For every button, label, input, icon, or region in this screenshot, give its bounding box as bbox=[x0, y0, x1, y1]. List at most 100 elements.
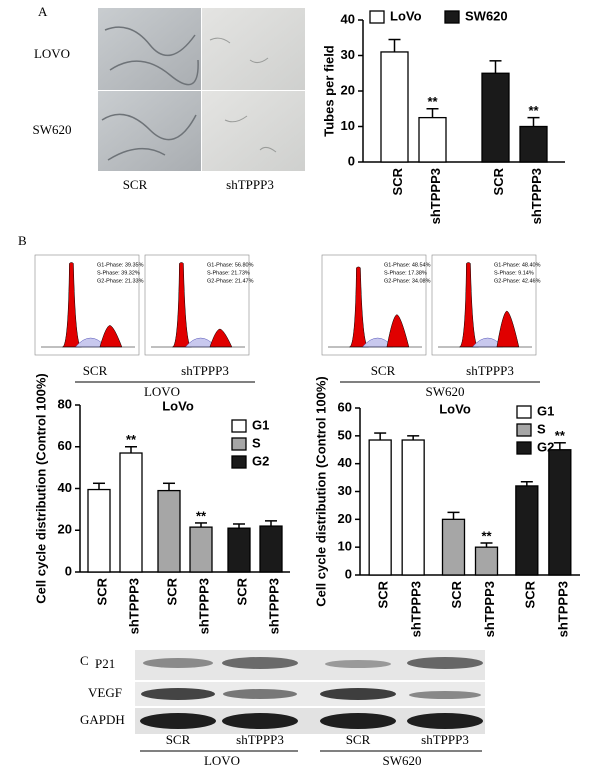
bar bbox=[474, 546, 499, 576]
x-tick-label: shTPPP3 bbox=[196, 578, 211, 634]
x-tick-label: SCR bbox=[449, 580, 464, 608]
row-label: SW620 bbox=[33, 122, 72, 137]
bar bbox=[401, 439, 425, 576]
bar bbox=[380, 51, 409, 163]
bar bbox=[119, 452, 143, 573]
significance: ** bbox=[528, 103, 539, 118]
y-tick-label: 30 bbox=[341, 47, 355, 62]
legend-label: S bbox=[252, 435, 261, 450]
panel-label: A bbox=[38, 4, 48, 19]
g1-peak bbox=[172, 262, 192, 348]
y-tick-label: 20 bbox=[341, 82, 355, 97]
phase-text: G2-Phase: 21.33% bbox=[97, 278, 144, 284]
chart-title: LoVo bbox=[162, 398, 194, 413]
x-tick-label: shTPPP3 bbox=[428, 168, 443, 224]
y-tick-label: 60 bbox=[58, 438, 72, 453]
bar bbox=[481, 72, 510, 163]
y-tick-label: 60 bbox=[338, 399, 352, 414]
western-blot bbox=[135, 650, 485, 734]
legend-swatch bbox=[231, 455, 247, 469]
group-label: SW620 bbox=[426, 384, 465, 399]
legend-swatch bbox=[516, 423, 532, 437]
y-tick-label: 0 bbox=[348, 153, 355, 168]
legend-swatch bbox=[231, 419, 247, 433]
legend-swatch bbox=[444, 10, 460, 24]
x-tick-label: shTPPP3 bbox=[266, 578, 281, 634]
chart-title: LoVo bbox=[439, 401, 471, 416]
y-tick-label: 20 bbox=[58, 522, 72, 537]
y-tick-label: 80 bbox=[58, 396, 72, 411]
lane-label: SCR bbox=[346, 732, 371, 747]
microscopy-grid bbox=[98, 8, 305, 171]
x-tick-label: SCR bbox=[376, 580, 391, 608]
y-tick-label: 10 bbox=[341, 118, 355, 133]
blot-row-label: VEGF bbox=[88, 685, 122, 700]
histogram-frame bbox=[34, 254, 140, 356]
bar bbox=[418, 116, 447, 163]
cells bbox=[209, 37, 277, 153]
legend-label: S bbox=[537, 421, 546, 436]
phase-text: S-Phase: 39.32% bbox=[97, 270, 140, 276]
histogram-frame bbox=[144, 254, 250, 356]
significance: ** bbox=[555, 428, 566, 443]
bar bbox=[441, 518, 466, 576]
sample-label: SCR bbox=[371, 363, 396, 378]
bar bbox=[515, 485, 539, 576]
y-tick-label: 0 bbox=[65, 563, 72, 578]
lane-label: shTPPP3 bbox=[236, 732, 284, 747]
y-tick-label: 30 bbox=[338, 483, 352, 498]
column-label: shTPPP3 bbox=[226, 177, 274, 192]
phase-text: S-Phase: 9.14% bbox=[494, 270, 534, 276]
x-tick-label: shTPPP3 bbox=[555, 581, 570, 637]
sample-label: SCR bbox=[83, 363, 108, 378]
y-tick-label: 0 bbox=[345, 566, 352, 581]
x-tick-label: shTPPP3 bbox=[126, 578, 141, 634]
lane-label: SCR bbox=[166, 732, 191, 747]
phase-text: G2-Phase: 34.08% bbox=[384, 278, 431, 284]
x-tick-label: SCR bbox=[491, 167, 506, 195]
phase-text: S-Phase: 17.38% bbox=[384, 270, 427, 276]
phase-text: G1-Phase: 48.40% bbox=[494, 262, 541, 268]
significance: ** bbox=[427, 94, 438, 109]
g2-peak bbox=[99, 325, 123, 348]
tube-network bbox=[101, 26, 199, 161]
y-axis-label: Cell cycle distribution (Control 100%) bbox=[33, 373, 48, 603]
legend-label: G2 bbox=[252, 453, 269, 468]
sample-label: shTPPP3 bbox=[466, 363, 514, 378]
image bbox=[202, 8, 305, 90]
blot-row-label: GAPDH bbox=[80, 712, 125, 727]
g1-peak bbox=[459, 262, 479, 348]
column-label: SCR bbox=[123, 177, 148, 192]
significance: ** bbox=[481, 528, 492, 543]
y-tick-label: 20 bbox=[338, 511, 352, 526]
significance: ** bbox=[196, 508, 207, 523]
row-label: LOVO bbox=[34, 46, 70, 61]
y-tick-label: 40 bbox=[58, 480, 72, 495]
x-tick-label: shTPPP3 bbox=[482, 581, 497, 637]
histogram-frame bbox=[321, 254, 427, 356]
bar bbox=[368, 439, 392, 576]
phase-text: G2-Phase: 21.47% bbox=[207, 278, 254, 284]
image bbox=[202, 91, 305, 171]
legend-label: G1 bbox=[252, 417, 269, 432]
x-tick-label: SCR bbox=[164, 577, 179, 605]
phase-text: G1-Phase: 39.35% bbox=[97, 262, 144, 268]
bar bbox=[157, 489, 181, 573]
bands bbox=[140, 657, 483, 729]
bar bbox=[519, 125, 548, 163]
legend-label: G1 bbox=[537, 403, 554, 418]
x-tick-label: SCR bbox=[94, 577, 109, 605]
phase-text: S-Phase: 21.73% bbox=[207, 270, 250, 276]
lane-label: shTPPP3 bbox=[421, 732, 469, 747]
g1-peak bbox=[349, 266, 369, 348]
legend-swatch bbox=[369, 10, 385, 24]
legend-swatch bbox=[516, 405, 532, 419]
sample-label: shTPPP3 bbox=[181, 363, 229, 378]
panel-label: B bbox=[18, 233, 27, 248]
x-tick-label: shTPPP3 bbox=[529, 168, 544, 224]
image bbox=[98, 8, 201, 90]
legend-label: LoVo bbox=[390, 8, 422, 23]
panel-label: C bbox=[80, 653, 89, 668]
blot-row-label: P21 bbox=[95, 656, 115, 671]
